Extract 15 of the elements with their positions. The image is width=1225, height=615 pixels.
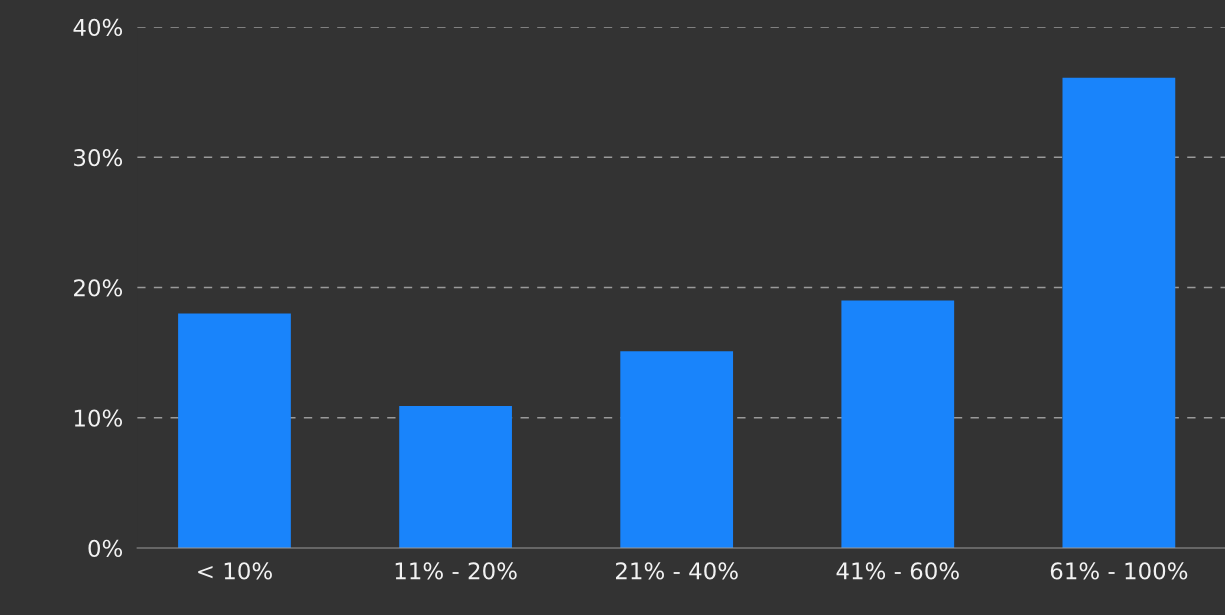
bar xyxy=(1062,77,1176,548)
x-tick-label: 11% - 20% xyxy=(395,562,517,580)
x-tick-label: 41% - 60% xyxy=(836,562,959,580)
bar xyxy=(620,351,734,548)
bar xyxy=(399,406,512,548)
y-tick-label: 40% xyxy=(73,18,123,37)
bar xyxy=(178,313,291,548)
x-tick-label: < 10% xyxy=(198,562,272,580)
y-tick-label: 30% xyxy=(74,148,123,167)
y-tick-label: 20% xyxy=(74,279,123,297)
bar xyxy=(841,300,955,548)
x-tick-label: 61% - 100% xyxy=(1050,562,1188,580)
y-tick-label: 0% xyxy=(88,539,123,557)
y-tick-label: 10% xyxy=(74,409,123,427)
x-tick-label: 21% - 40% xyxy=(616,562,738,580)
